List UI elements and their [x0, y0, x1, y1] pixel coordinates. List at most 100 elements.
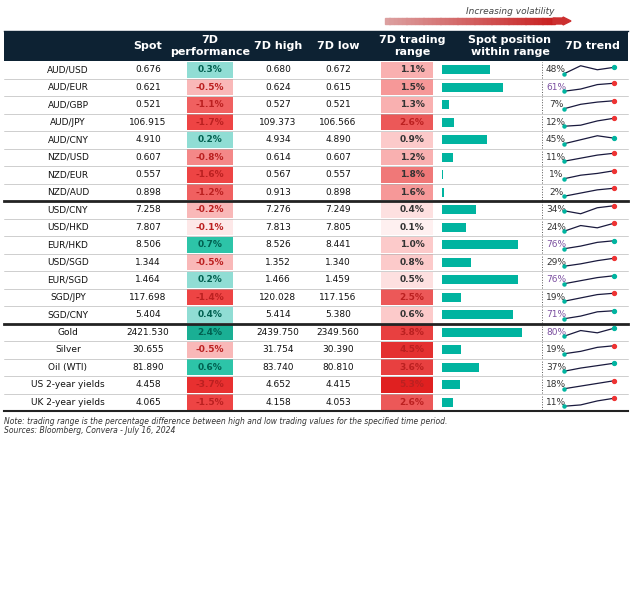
Text: USD/CNY: USD/CNY	[48, 205, 88, 214]
Text: 4.458: 4.458	[135, 380, 161, 390]
Text: 0.615: 0.615	[325, 83, 351, 92]
Bar	[187, 272, 233, 288]
Bar	[442, 188, 444, 197]
Text: 1.464: 1.464	[135, 275, 161, 284]
Text: 1.1%: 1.1%	[399, 65, 425, 74]
Bar	[442, 100, 449, 109]
Bar	[441, 18, 445, 24]
Bar	[4, 131, 628, 148]
Text: -1.5%: -1.5%	[196, 398, 224, 407]
Text: SGD/CNY: SGD/CNY	[47, 311, 88, 319]
Text: 8.506: 8.506	[135, 240, 161, 249]
Text: 0.8%: 0.8%	[399, 257, 424, 267]
Text: 7D trend: 7D trend	[564, 41, 619, 51]
Text: 1.3%: 1.3%	[399, 100, 425, 109]
Text: 1.0%: 1.0%	[399, 240, 424, 249]
Bar	[381, 62, 433, 78]
Text: -0.5%: -0.5%	[196, 257, 224, 267]
Text: EUR/SGD: EUR/SGD	[47, 275, 88, 284]
Text: 7.249: 7.249	[325, 205, 351, 214]
Bar	[4, 306, 628, 323]
Text: 7.258: 7.258	[135, 205, 161, 214]
Text: Spot: Spot	[133, 41, 162, 51]
Text: Spot position
within range: Spot position within range	[468, 35, 552, 57]
Text: NZD/EUR: NZD/EUR	[47, 170, 88, 179]
Text: NZD/USD: NZD/USD	[47, 153, 89, 162]
Bar	[381, 272, 433, 288]
Bar	[4, 166, 628, 183]
Text: 2.6%: 2.6%	[399, 118, 425, 127]
Bar	[427, 18, 432, 24]
Text: 1%: 1%	[549, 170, 563, 179]
Bar	[423, 18, 428, 24]
Text: 31.754: 31.754	[262, 346, 294, 354]
Text: 0.4%: 0.4%	[399, 205, 425, 214]
Text: 2439.750: 2439.750	[257, 328, 300, 336]
Bar	[442, 170, 443, 179]
Bar	[381, 237, 433, 253]
Text: -0.5%: -0.5%	[196, 83, 224, 92]
Text: 18%: 18%	[546, 380, 566, 390]
Bar	[4, 148, 628, 166]
Text: 3.6%: 3.6%	[399, 363, 425, 372]
Text: 11%: 11%	[546, 398, 566, 407]
Bar	[442, 135, 487, 144]
Bar	[389, 18, 394, 24]
Text: Oil (WTI): Oil (WTI)	[49, 363, 87, 372]
Text: AUD/USD: AUD/USD	[47, 65, 89, 74]
Bar	[4, 236, 628, 253]
Text: 4.065: 4.065	[135, 398, 161, 407]
Bar	[432, 18, 436, 24]
Bar	[444, 18, 449, 24]
Text: 5.404: 5.404	[135, 311, 161, 319]
Text: 0.614: 0.614	[265, 153, 291, 162]
Bar	[4, 394, 628, 411]
Bar	[542, 18, 547, 24]
Bar	[517, 18, 521, 24]
Text: 1.5%: 1.5%	[399, 83, 425, 92]
Bar	[513, 18, 517, 24]
Text: Increasing volatility: Increasing volatility	[466, 7, 554, 16]
Text: 7.805: 7.805	[325, 223, 351, 232]
Bar	[381, 359, 433, 375]
Bar	[381, 167, 433, 183]
Text: SGD/JPY: SGD/JPY	[50, 292, 86, 302]
Text: 4.890: 4.890	[325, 135, 351, 144]
Text: 7.813: 7.813	[265, 223, 291, 232]
Text: 5.414: 5.414	[265, 311, 291, 319]
Text: 5.380: 5.380	[325, 311, 351, 319]
Text: 0.676: 0.676	[135, 65, 161, 74]
Text: 7D
performance: 7D performance	[170, 35, 250, 57]
Text: 0.557: 0.557	[325, 170, 351, 179]
Text: 0.527: 0.527	[265, 100, 291, 109]
Text: 106.566: 106.566	[319, 118, 356, 127]
Text: -0.1%: -0.1%	[196, 223, 224, 232]
Text: EUR/HKD: EUR/HKD	[47, 240, 88, 249]
Text: AUD/JPY: AUD/JPY	[50, 118, 86, 127]
Text: 4.415: 4.415	[325, 380, 351, 390]
Bar	[470, 18, 475, 24]
Bar	[187, 324, 233, 340]
Bar	[381, 342, 433, 358]
Bar	[442, 380, 460, 390]
Bar	[530, 18, 534, 24]
Text: 4.158: 4.158	[265, 398, 291, 407]
Text: 2349.560: 2349.560	[317, 328, 360, 336]
Bar	[478, 18, 483, 24]
Text: 30.390: 30.390	[322, 346, 354, 354]
Text: 0.913: 0.913	[265, 188, 291, 197]
Bar	[550, 18, 556, 24]
Bar	[381, 202, 433, 218]
Bar	[381, 324, 433, 340]
Bar	[4, 341, 628, 359]
Text: 0.557: 0.557	[135, 170, 161, 179]
Text: 1.352: 1.352	[265, 257, 291, 267]
Text: 2.4%: 2.4%	[197, 328, 222, 336]
Bar	[436, 18, 441, 24]
Text: NZD/AUD: NZD/AUD	[47, 188, 89, 197]
Text: 0.898: 0.898	[325, 188, 351, 197]
Text: 0.624: 0.624	[265, 83, 291, 92]
Bar	[4, 323, 628, 341]
Bar	[442, 362, 479, 372]
Bar	[419, 18, 423, 24]
